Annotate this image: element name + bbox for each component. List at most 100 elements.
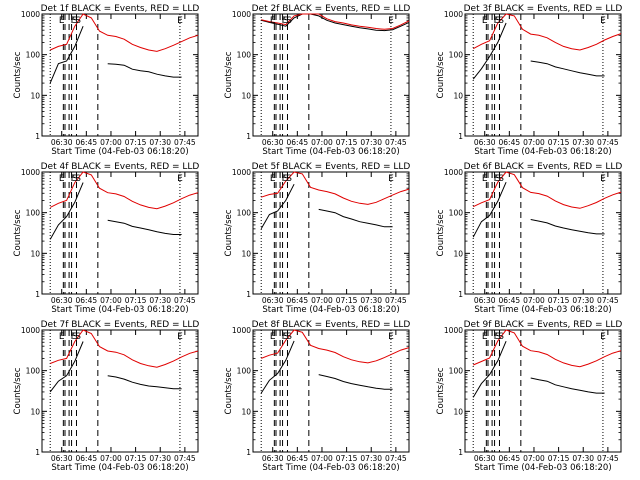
plot-frame	[464, 171, 622, 295]
event-marker-label: E	[482, 16, 488, 26]
event-marker-label: S	[498, 16, 504, 26]
y-tick-label: 1	[35, 290, 40, 299]
x-tick-label: 07:15	[125, 138, 147, 147]
panel-title: Det 2f BLACK = Events, RED = LLD	[252, 4, 411, 14]
event-marker-label: S	[75, 332, 81, 342]
y-axis-label: Counts/sec	[13, 367, 23, 414]
series-line-events	[260, 340, 393, 394]
y-tick-label: 10	[453, 407, 463, 416]
x-tick-label: 07:15	[336, 138, 358, 147]
event-marker-label: F	[71, 332, 76, 342]
event-marker-label: S	[495, 174, 501, 184]
series-line-lld	[472, 171, 622, 209]
x-tick-label: 06:45	[287, 296, 309, 305]
event-marker-label: E	[600, 332, 606, 342]
series-line-events	[261, 13, 410, 32]
x-axis-label: Start Time (04-Feb-03 06:18:20)	[51, 305, 188, 315]
x-tick-label: 07:45	[597, 454, 619, 463]
plot-frame	[41, 329, 199, 453]
y-tick-label: 10	[241, 91, 251, 100]
series-line-events	[472, 22, 605, 80]
y-axis-label: Counts/sec	[224, 51, 234, 98]
x-tick-label: 07:00	[523, 296, 545, 305]
series-line-events	[49, 341, 182, 393]
event-marker-label: E	[270, 332, 276, 342]
x-tick-label: 06:45	[76, 296, 98, 305]
y-tick-label: 100	[26, 367, 41, 376]
event-marker-label: E	[600, 174, 606, 184]
panel-title: Det 3f BLACK = Events, RED = LLD	[464, 4, 623, 14]
y-tick-label: 10	[30, 407, 40, 416]
event-marker-label: S	[75, 174, 81, 184]
x-tick-label: 07:00	[100, 454, 122, 463]
y-axis-label: Counts/sec	[13, 51, 23, 98]
event-marker-label: S	[286, 174, 292, 184]
y-tick-label: 10	[30, 249, 40, 258]
y-tick-label: 100	[449, 367, 464, 376]
y-tick-label: 10	[453, 249, 463, 258]
event-marker-label: S	[286, 332, 292, 342]
panel-title: Det 6f BLACK = Events, RED = LLD	[464, 162, 623, 172]
event-marker-label: E	[600, 16, 606, 26]
y-tick-label: 100	[449, 209, 464, 218]
series-line-lld	[50, 329, 199, 368]
detector-panel-1: Det 1f BLACK = Events, RED = LLD 1 10 100 10…	[13, 4, 199, 157]
event-marker-label: F	[282, 16, 287, 26]
x-tick-label: 07:00	[523, 138, 545, 147]
x-tick-label: 07:45	[385, 296, 407, 305]
y-axis-label: Counts/sec	[436, 367, 446, 414]
event-marker-label: E	[482, 174, 488, 184]
y-axis-label: Counts/sec	[224, 367, 234, 414]
x-tick-label: 07:00	[100, 296, 122, 305]
x-axis-label: Start Time (04-Feb-03 06:18:20)	[51, 147, 188, 157]
x-tick-label: 06:45	[287, 138, 309, 147]
y-tick-label: 1	[458, 448, 463, 457]
x-tick-label: 06:45	[499, 454, 521, 463]
y-tick-label: 1	[458, 132, 463, 141]
panel-title: Det 5f BLACK = Events, RED = LLD	[252, 162, 411, 172]
x-axis-label: Start Time (04-Feb-03 06:18:20)	[262, 463, 399, 473]
y-axis-label: Counts/sec	[224, 209, 234, 256]
y-tick-label: 1	[246, 290, 251, 299]
x-tick-label: 06:30	[474, 296, 496, 305]
x-tick-label: 07:30	[360, 138, 382, 147]
panel-title: Det 4f BLACK = Events, RED = LLD	[41, 162, 200, 172]
event-marker-label: E	[177, 16, 183, 26]
detector-panel-7: Det 7f BLACK = Events, RED = LLD 1 10 100 10…	[13, 320, 199, 473]
event-marker-label: S	[283, 332, 289, 342]
x-tick-label: 06:30	[51, 296, 73, 305]
event-marker-label: S	[72, 16, 78, 26]
plot-frame	[41, 13, 199, 137]
y-tick-label: 100	[26, 51, 41, 60]
y-axis-label: Counts/sec	[436, 209, 446, 256]
event-marker-label: E	[59, 332, 65, 342]
x-axis-label: Start Time (04-Feb-03 06:18:20)	[474, 147, 611, 157]
y-tick-label: 100	[26, 209, 41, 218]
x-tick-label: 07:15	[125, 296, 147, 305]
event-marker-label: S	[495, 332, 501, 342]
series-line-events	[472, 341, 605, 398]
event-marker-label: E	[59, 16, 65, 26]
plot-frame	[252, 171, 410, 295]
detector-panel-8: Det 8f BLACK = Events, RED = LLD 1 10 100 10…	[224, 320, 410, 473]
y-tick-label: 100	[237, 367, 252, 376]
x-axis-label: Start Time (04-Feb-03 06:18:20)	[51, 463, 188, 473]
event-marker-label: F	[494, 174, 499, 184]
x-tick-label: 07:30	[149, 454, 171, 463]
panel-title: Det 1f BLACK = Events, RED = LLD	[41, 4, 200, 14]
x-tick-label: 06:30	[474, 454, 496, 463]
x-tick-label: 06:45	[499, 138, 521, 147]
x-tick-label: 07:45	[174, 454, 196, 463]
x-tick-label: 07:45	[385, 138, 407, 147]
series-line-lld	[472, 13, 622, 51]
y-tick-label: 1	[35, 132, 40, 141]
y-tick-label: 10	[30, 91, 40, 100]
y-tick-label: 1000	[21, 10, 40, 19]
x-tick-label: 07:00	[311, 138, 333, 147]
event-marker-label: E	[388, 174, 394, 184]
x-axis-label: Start Time (04-Feb-03 06:18:20)	[474, 305, 611, 315]
panel-title: Det 9f BLACK = Events, RED = LLD	[464, 320, 623, 330]
event-marker-label: E	[177, 332, 183, 342]
x-tick-label: 07:30	[360, 296, 382, 305]
